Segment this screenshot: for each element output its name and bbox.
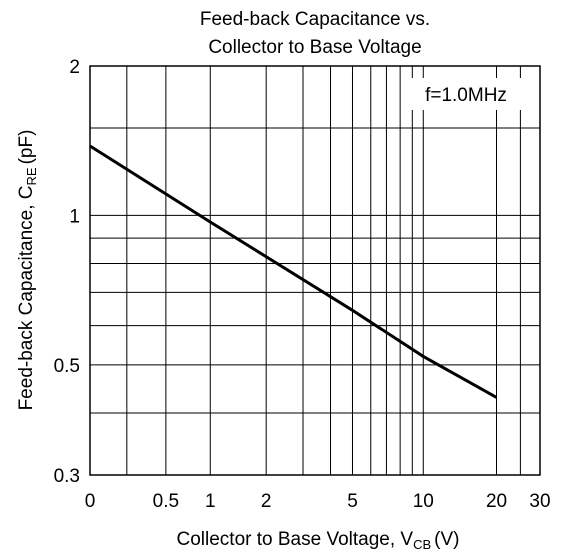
x-tick-label: 5 [347,491,358,512]
chart-title: Collector to Base Voltage [208,37,421,58]
annotation: f=1.0MHz [425,85,507,106]
y-tick-label: 2 [69,57,80,78]
y-tick-label: 0.5 [54,356,80,377]
y-axis-label: Feed-back Capacitance, CRE(pF) [16,130,39,411]
plot-frame [89,65,541,476]
x-tick-label: 30 [529,491,550,512]
y-tick-label: 1 [69,206,80,227]
y-tick-label: 0.3 [54,466,80,487]
x-tick-label: 20 [486,491,507,512]
data-line [89,144,498,399]
annotation-box [410,78,522,110]
x-axis-label: Collector to Base Voltage, VCB (V) [177,529,460,552]
x-tick-label: 1 [205,491,216,512]
x-tick-label: 10 [413,491,434,512]
x-tick-label: 0.5 [153,491,179,512]
chart-title: Feed-back Capacitance vs. [200,9,430,30]
x-tick-label: 0 [85,491,96,512]
x-tick-label: 2 [261,491,272,512]
